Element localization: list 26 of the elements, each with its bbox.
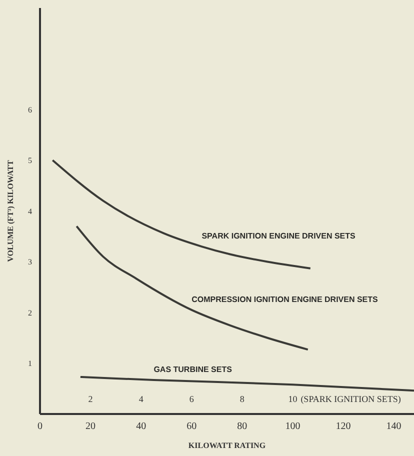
x-axis-title: KILOWATT RATING	[188, 441, 266, 450]
x-tick-label: 120	[336, 421, 351, 432]
series-label: COMPRESSION IGNITION ENGINE DRIVEN SETS	[192, 294, 379, 304]
x-tick-label: 20	[86, 421, 96, 432]
x2-axis-title: (SPARK IGNITION SETS)	[300, 394, 401, 404]
x2-tick-label: 10	[288, 394, 298, 404]
x-tick-label: 80	[237, 421, 248, 432]
y-tick-label: 2	[28, 308, 32, 318]
line-series	[79, 376, 414, 392]
x-tick-label: 0	[38, 421, 42, 432]
x-tick-label: 100	[285, 421, 300, 432]
series-label: SPARK IGNITION ENGINE DRIVEN SETS	[202, 232, 356, 241]
x2-tick-label: 2	[88, 394, 93, 404]
y-axis-title: VOLUME (FT³) KILOWATT	[6, 160, 15, 262]
y-tick-label: 5	[28, 156, 32, 166]
y-tick-label: 3	[28, 258, 32, 267]
y-tick-label: 1	[28, 359, 32, 368]
x-tick-label: 60	[186, 421, 197, 432]
series-label: GAS TURBINE SETS	[154, 364, 233, 374]
y-tick-label: 6	[28, 105, 32, 114]
x2-tick-label: 4	[138, 394, 144, 404]
x-tick-label: 140	[386, 421, 402, 432]
y-tick-label: 4	[28, 206, 32, 216]
x2-tick-label: 6	[189, 394, 194, 404]
x2-tick-label: 8	[240, 394, 245, 404]
x-tick-label: 40	[136, 421, 146, 432]
